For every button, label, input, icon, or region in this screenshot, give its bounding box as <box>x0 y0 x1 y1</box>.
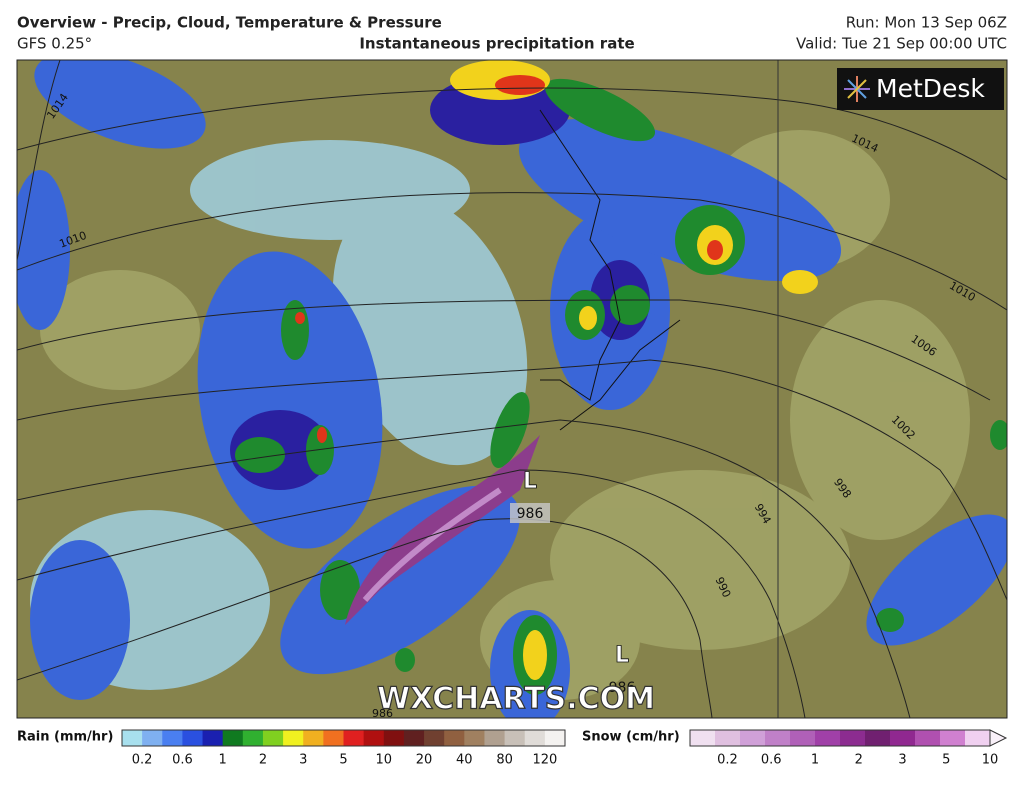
colorbar-cell <box>262 730 284 746</box>
rain-legend-label: 3 <box>299 753 307 768</box>
colorbar-cell <box>890 730 916 746</box>
colorbar-cell <box>444 730 465 746</box>
rain-legend-label: 120 <box>532 753 557 768</box>
rain-legend-title: Rain (mm/hr) <box>17 730 113 745</box>
model: GFS 0.25° <box>17 35 92 53</box>
colorbar-cell <box>162 730 183 746</box>
rain-legend-label: 0.2 <box>132 753 153 768</box>
rain-legend-label: 20 <box>416 753 433 768</box>
colorbar-cell <box>790 730 816 746</box>
watermark: WXCHARTS.COM <box>377 682 655 717</box>
colorbar-cell <box>740 730 766 746</box>
snow-legend-label: 3 <box>898 753 906 768</box>
low-pressure: 986 <box>517 506 544 522</box>
colorbar-cell <box>544 730 566 746</box>
map-frame <box>16 59 1008 719</box>
colorbar-cell <box>383 730 405 746</box>
colorbar-cell <box>840 730 866 746</box>
snow-legend-label: 10 <box>982 753 999 768</box>
colorbar-cell <box>283 730 304 746</box>
rain-legend-label: 10 <box>375 753 392 768</box>
rain-legend-label: 40 <box>456 753 473 768</box>
logo: MetDesk <box>876 74 985 103</box>
snow-legend-title: Snow (cm/hr) <box>582 730 680 745</box>
rain-legend-label: 5 <box>339 753 347 768</box>
colorbar-cell <box>222 730 244 746</box>
colorbar-cell <box>343 730 365 746</box>
rain-legend-label: 2 <box>259 753 267 768</box>
colorbar-cell <box>142 730 163 746</box>
colorbar-cell <box>715 730 741 746</box>
colorbar-cell <box>524 730 546 746</box>
colorbar-cell <box>484 730 506 746</box>
colorbar-frame <box>121 729 566 747</box>
rain-legend-labels: 0.2 0.6 1 2 3 5 10 20 40 80 120 <box>132 753 557 768</box>
colorbar-cell <box>303 730 324 746</box>
colorbar-cell <box>915 730 941 746</box>
snow-legend-label: 0.2 <box>717 753 738 768</box>
snow-legend-label: 1 <box>811 753 819 768</box>
colorbar-cell <box>202 730 224 746</box>
colorbar-cell <box>403 730 425 746</box>
title: Overview - Precip, Cloud, Temperature & … <box>17 14 442 32</box>
rain-legend-label: 1 <box>219 753 227 768</box>
rain-colorbar <box>121 729 566 747</box>
low-pressure: 986 <box>609 680 636 696</box>
isobar-label: 986 <box>372 707 393 720</box>
snow-legend-label: 5 <box>942 753 950 768</box>
colorbar-cell <box>464 730 485 746</box>
colorbar-arrow <box>989 729 1008 747</box>
colorbar-cell <box>690 730 716 746</box>
colorbar-cell <box>865 730 891 746</box>
colorbar-cell <box>765 730 791 746</box>
colorbar-cell <box>323 730 344 746</box>
colorbar-cell <box>242 730 264 746</box>
colorbar-cell <box>940 730 966 746</box>
subtitle: Instantaneous precipitation rate <box>359 35 634 53</box>
low-symbol: L <box>615 643 629 668</box>
colorbar-cell <box>182 730 204 746</box>
colorbar-cell <box>815 730 841 746</box>
snow-colorbar <box>689 729 1008 747</box>
low-symbol: L <box>523 469 537 494</box>
colorbar-cell <box>122 730 143 746</box>
colorbar-cell <box>504 730 526 746</box>
snow-legend-label: 0.6 <box>761 753 782 768</box>
run-time: Run: Mon 13 Sep 06Z <box>846 14 1007 32</box>
colorbar-frame <box>689 729 991 747</box>
colorbar-cell <box>424 730 445 746</box>
colorbar-cell <box>965 730 991 746</box>
map: 1014 1014 1010 1010 1006 1002 998 994 99… <box>17 60 1007 720</box>
snow-legend-labels: 0.2 0.6 1 2 3 5 10 <box>717 753 998 768</box>
colorbar-cell <box>363 730 385 746</box>
valid-time: Valid: Tue 21 Sep 00:00 UTC <box>796 35 1007 53</box>
rain-legend-label: 80 <box>496 753 513 768</box>
snow-legend-label: 2 <box>855 753 863 768</box>
rain-legend-label: 0.6 <box>172 753 193 768</box>
